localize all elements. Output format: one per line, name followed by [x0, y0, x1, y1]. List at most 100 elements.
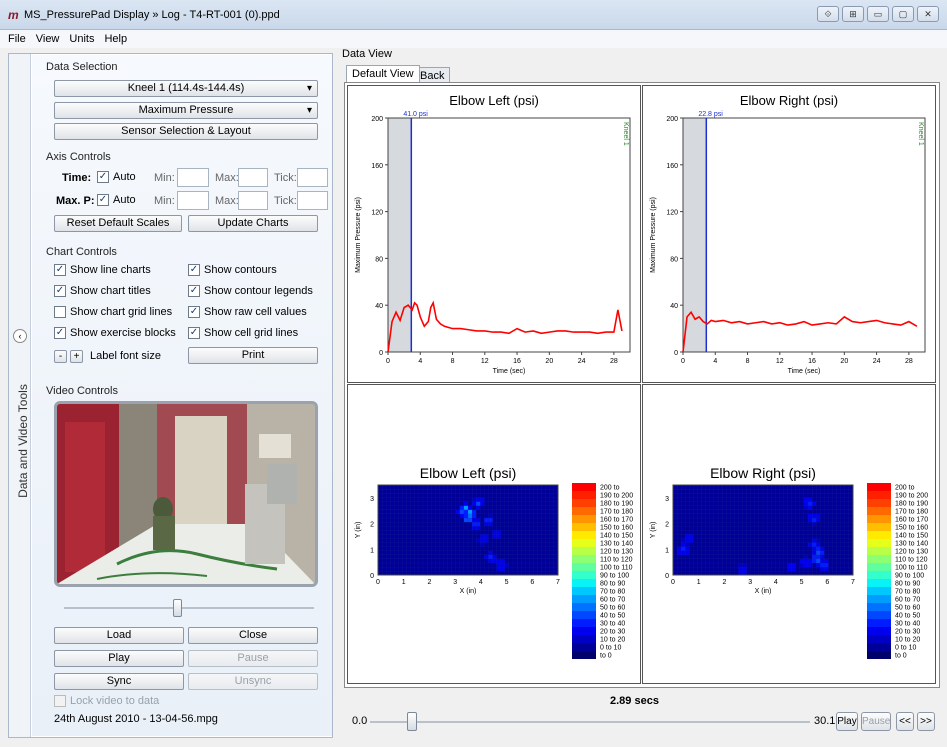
heatmap-cell: [402, 542, 408, 547]
heatmap-cell: [762, 562, 768, 568]
heatmap-cell: [451, 497, 457, 502]
menu-file[interactable]: File: [8, 33, 26, 45]
minimize-button[interactable]: ▭: [867, 6, 889, 22]
heatmap-cell: [779, 534, 784, 539]
heatmap-cell: [386, 562, 391, 568]
option-show-exercise-blocks[interactable]: ✓ Show exercise blocks: [54, 327, 176, 339]
time-auto-checkbox[interactable]: ✓ Auto: [97, 171, 136, 183]
heatmap-cell: [427, 525, 432, 531]
measure-dropdown[interactable]: Maximum Pressure: [54, 102, 318, 119]
rewind-button[interactable]: <<: [896, 712, 914, 731]
heatmap-cell: [726, 521, 731, 527]
chart-title: Elbow Right (psi): [740, 93, 838, 108]
exercise-dropdown[interactable]: Kneel 1 (114.4s-144.4s): [54, 80, 318, 97]
maxp-min-input[interactable]: [177, 191, 209, 210]
option-show-contours[interactable]: ✓ Show contours: [188, 264, 277, 276]
legend-label: 50 to 60: [895, 605, 920, 612]
legend-swatch: [867, 579, 891, 587]
lock-video-checkbox[interactable]: ✓Lock video to data: [54, 695, 159, 707]
x-tick-label: 20: [545, 358, 553, 365]
collapse-icon[interactable]: ‹: [13, 329, 27, 343]
option-show-raw-cell-values[interactable]: ✓ Show raw cell values: [188, 306, 307, 318]
heatmap-cell: [762, 501, 768, 506]
heatmap-cell: [447, 525, 453, 531]
load-button[interactable]: Load: [54, 627, 184, 644]
layout-icon[interactable]: ⊞: [842, 6, 864, 22]
heatmap-cell: [451, 534, 457, 539]
heatmap-cell: [807, 497, 813, 502]
sync-button[interactable]: Sync: [54, 673, 184, 690]
option-show-contour-legends[interactable]: ✓ Show contour legends: [188, 285, 313, 297]
heatmap-cell: [504, 525, 510, 531]
menu-units[interactable]: Units: [69, 33, 95, 45]
heatmap-cell: [492, 538, 498, 543]
close-window-button[interactable]: ✕: [917, 6, 939, 22]
maxp-auto-checkbox[interactable]: ✓ Auto: [97, 194, 136, 206]
heatmap-cell: [807, 529, 813, 535]
maximize-button[interactable]: ▢: [892, 6, 914, 22]
video-slider-track[interactable]: [64, 607, 314, 609]
option-show-cell-grid-lines[interactable]: ✓ Show cell grid lines: [188, 327, 298, 339]
heatmap-cell: [549, 521, 555, 527]
heatmap-cell: [472, 558, 477, 564]
heatmap-cell: [779, 489, 784, 494]
timeline-track[interactable]: [370, 721, 810, 723]
snap-icon[interactable]: ⟐: [817, 6, 839, 22]
option-show-chart-titles[interactable]: ✓ Show chart titles: [54, 285, 151, 297]
option-show-chart-grid-lines[interactable]: ✓Show chart grid lines: [54, 306, 172, 318]
tools-vertical-tab[interactable]: ‹ Data and Video Tools: [9, 54, 31, 737]
heatmap-cell: [722, 562, 727, 568]
heatmap-cell: [726, 505, 731, 510]
menu-view[interactable]: View: [35, 33, 60, 45]
time-max-input[interactable]: [238, 168, 268, 187]
timeline-thumb[interactable]: [407, 712, 418, 731]
heatmap-cell: [427, 562, 432, 568]
play-button[interactable]: Play: [836, 712, 858, 731]
time-tick-input[interactable]: [297, 168, 328, 187]
unsync-button[interactable]: Unsync: [188, 673, 318, 690]
fast-forward-button[interactable]: >>: [917, 712, 935, 731]
option-show-line-charts[interactable]: ✓ Show line charts: [54, 264, 151, 276]
menu-help[interactable]: Help: [104, 33, 128, 45]
tab-default-view[interactable]: Default View: [346, 65, 420, 82]
heatmap-cell: [480, 558, 485, 564]
update-charts-button[interactable]: Update Charts: [188, 215, 318, 232]
heatmap-cell: [844, 501, 850, 506]
pause-button[interactable]: Pause: [861, 712, 891, 731]
heatmap-cell: [480, 521, 485, 527]
reset-scales-button[interactable]: Reset Default Scales: [54, 215, 182, 232]
maxp-max-input[interactable]: [238, 191, 268, 210]
heatmap-cell: [549, 509, 555, 515]
heatmap-cell: [525, 521, 530, 527]
heatmap-cell: [701, 538, 707, 543]
time-min-input[interactable]: [177, 168, 209, 187]
heatmap-cell: [726, 501, 731, 506]
heatmap-cell: [742, 489, 748, 494]
heatmap-cell: [476, 517, 481, 523]
heatmap-cell: [492, 566, 498, 572]
heatmap-cell: [398, 534, 403, 539]
font-increase-button[interactable]: +: [70, 350, 83, 363]
heatmap-cell: [377, 509, 383, 515]
font-decrease-button[interactable]: -: [54, 350, 67, 363]
heatmap-cell: [803, 554, 809, 560]
heatmap-cell: [488, 525, 493, 531]
heatmap-cell: [820, 493, 825, 498]
heatmap-cell: [422, 484, 428, 490]
close-video-button[interactable]: Close: [188, 627, 318, 644]
sensor-selection-button[interactable]: Sensor Selection & Layout: [54, 123, 318, 140]
heatmap-cell: [537, 509, 543, 515]
heatmap-cell: [382, 534, 387, 539]
heatmap-cell: [386, 509, 391, 515]
maxp-tick-input[interactable]: [297, 191, 328, 210]
pause-video-button[interactable]: Pause: [188, 650, 318, 667]
heatmap-cell: [377, 489, 383, 494]
heatmap-cell: [787, 554, 793, 560]
chart-elbow-left-contour: Elbow Left (psi) 0 1 2 3 4 5 6 7 0 1 2 3 X (in) Y (in)…: [347, 384, 641, 684]
heatmap-cell: [685, 525, 690, 531]
video-slider-thumb[interactable]: [172, 599, 182, 617]
heatmap-cell: [459, 538, 465, 543]
heatmap-cell: [730, 489, 735, 494]
play-video-button[interactable]: Play: [54, 650, 184, 667]
print-button[interactable]: Print: [188, 347, 318, 364]
